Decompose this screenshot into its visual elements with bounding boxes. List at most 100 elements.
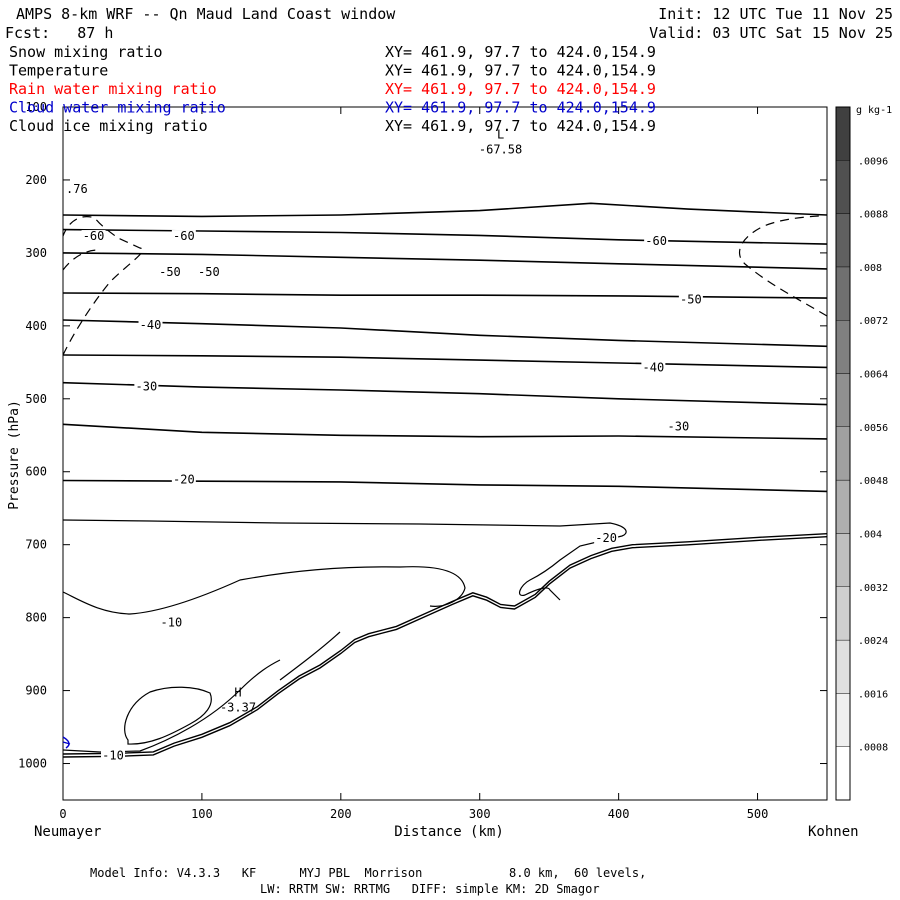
contour-lines (62, 215, 828, 753)
y-tick-label: 300 (25, 246, 47, 260)
colorbar-swatch (835, 266, 851, 321)
colorbar-swatch (835, 160, 851, 214)
isotherm-60 (62, 202, 828, 218)
colorbar-tick-labels: .0008 .0016 .0024 .0032 .004 .0048 .0056 .0064.… (858, 156, 888, 753)
extremum-h-marker: H (234, 686, 241, 700)
terrain-line (62, 533, 828, 755)
cloud-water-contour (62, 736, 71, 749)
colorbar-tick-label: .008 (858, 263, 882, 274)
colorbar-tick-label: .0088 (858, 210, 888, 221)
legend-field-xy: XY= 461.9, 97.7 to 424.0,154.9 (385, 117, 656, 135)
colorbar-swatch (835, 639, 851, 694)
extremum-h-value: -3.37 (220, 701, 256, 715)
contour-label: -60 (83, 229, 105, 243)
forecast-hour: Fcst: 87 h (5, 24, 113, 42)
plot-area: 0 100 200 300 400 500 100 200 300 400 500 600 700 800… (18, 100, 828, 821)
contour-label-bg (594, 532, 619, 546)
model-physics: LW: RRTM SW: RRTMG DIFF: simple KM: 2D S… (260, 882, 600, 896)
colorbar-tick-label: .0096 (858, 156, 888, 167)
contour-label-bg (159, 616, 184, 630)
legend-field-name: Snow mixing ratio (9, 43, 163, 61)
terrain-line-lower (62, 536, 828, 758)
x-axis-label: Distance (km) (394, 824, 504, 840)
contour-label: -40 (643, 360, 665, 374)
legend-field-name: Rain water mixing ratio (9, 80, 217, 98)
contour-label: -60 (645, 234, 667, 248)
y-tick-label: 500 (25, 392, 47, 406)
colorbar-swatch (835, 213, 851, 268)
contour-label-bg (196, 265, 221, 279)
contour-label-bg (157, 265, 182, 279)
x-tick-label: 100 (191, 807, 213, 821)
colorbar-swatch (835, 373, 851, 427)
y-tick-label: 100 (25, 100, 47, 114)
colorbar-swatch (835, 106, 851, 161)
y-tick-label: 900 (25, 684, 47, 698)
x-tick-label: 0 (59, 807, 66, 821)
x-end-label-left: Neumayer (34, 824, 101, 840)
isotherm-50 (62, 292, 828, 299)
legend-field-xy: XY= 461.9, 97.7 to 424.0,154.9 (385, 99, 656, 117)
dashed-contour-right (738, 215, 828, 317)
isotherm-40 (62, 354, 828, 369)
contour-labels: -60 -60 -60 -50 -50 -50 -40 -40 -30 -30 -20 -20 -10 -… (81, 229, 703, 763)
figure-title: AMPS 8-km WRF -- Qn Maud Land Coast wind… (16, 5, 396, 23)
y-tick-label: 800 (25, 611, 47, 625)
contour-label-bg (138, 319, 163, 333)
contour-label-bg (171, 230, 196, 244)
x-tick-label: 300 (469, 807, 491, 821)
contour-label: -10 (161, 616, 183, 630)
colorbar-unit: g kg-1 (856, 105, 892, 116)
closed-contour-warm (124, 686, 212, 745)
terrain-profile (62, 533, 828, 758)
contour-label: -10 (102, 748, 124, 762)
colorbar-swatch (835, 533, 851, 587)
contour-label: -60 (173, 229, 195, 243)
contour-label: -50 (198, 265, 220, 279)
y-tick-label: 200 (25, 173, 47, 187)
field-legend: Snow mixing ratio XY= 461.9, 97.7 to 424.… (9, 43, 656, 135)
legend-field-xy: XY= 461.9, 97.7 to 424.0,154.9 (385, 80, 656, 98)
contour-label-bg (678, 293, 703, 307)
contour-label: -30 (668, 419, 690, 433)
contour-minus10 (62, 566, 466, 615)
isotherm-30 (62, 423, 828, 440)
axis-ticks: 0 100 200 300 400 500 100 200 300 400 500 600 700 800… (18, 100, 827, 821)
colorbar-swatch (835, 746, 851, 801)
legend-field-name: Cloud ice mixing ratio (9, 117, 208, 135)
contour-label-bg (641, 361, 666, 375)
x-end-label-right: Kohnen (808, 824, 859, 840)
colorbar-tick-label: .0048 (858, 476, 888, 487)
contour-label: -20 (595, 531, 617, 545)
y-axis-label: Pressure (hPa) (7, 400, 22, 510)
x-tick-label: 400 (608, 807, 630, 821)
colorbar-swatch (835, 426, 851, 481)
legend-field-name: Cloud water mixing ratio (9, 99, 226, 117)
dashed-contour-left (62, 216, 144, 356)
contour-label: -50 (159, 265, 181, 279)
colorbar-swatch (835, 480, 851, 534)
colorbar-frame (835, 106, 851, 801)
colorbar-tick-label: .0064 (858, 370, 888, 381)
y-tick-label: 1000 (18, 757, 47, 771)
contour-label: -40 (140, 318, 162, 332)
legend-field-xy: XY= 461.9, 97.7 to 424.0,154.9 (385, 43, 656, 61)
isotherm-lines (62, 202, 828, 493)
contour-minus20-fold (62, 519, 627, 601)
isotherm-30 (62, 381, 828, 406)
colorbar-tick-label: .0056 (858, 423, 888, 434)
contour-label-bg (666, 420, 691, 434)
y-tick-label: 700 (25, 538, 47, 552)
colorbar-tick-label: .0072 (858, 316, 888, 327)
colorbar-tick-label: .0024 (858, 636, 888, 647)
legend-field-name: Temperature (9, 62, 108, 80)
colorbar-swatch (835, 586, 851, 641)
contour-near-surface (62, 631, 341, 753)
contour-label-bg (101, 749, 126, 763)
colorbar-tick-label: .004 (858, 529, 882, 540)
colorbar-swatches (835, 106, 851, 801)
y-tick-label: 400 (25, 319, 47, 333)
corner-contour-label: .76 (66, 182, 88, 196)
contour-label: -30 (136, 379, 158, 393)
